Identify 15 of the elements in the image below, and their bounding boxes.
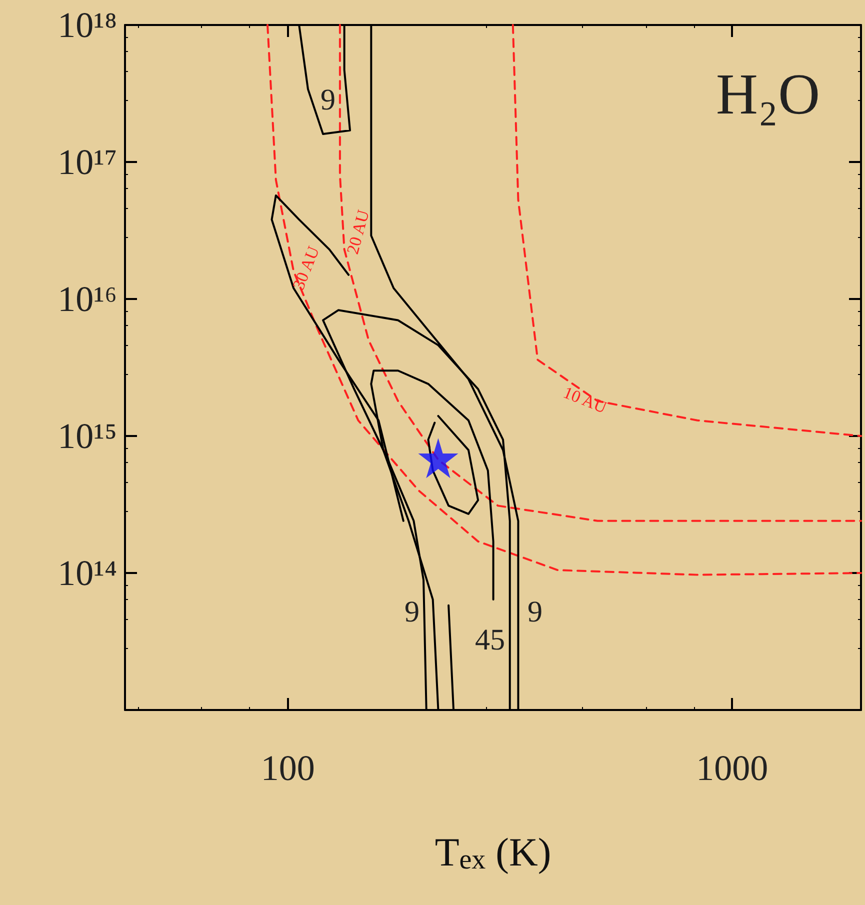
text: 20 AU [343,208,373,256]
text: H₂O [716,62,820,126]
y-tick-label: 10¹⁴ [58,553,117,593]
annotation: 45 [475,624,505,656]
y-tick-label: 10¹⁶ [58,279,117,319]
annotation: 9 [404,596,420,628]
x-axis-title: Tex (K) [434,830,552,876]
x-tick-label: 100 [260,748,315,788]
y-tick-label: 10¹⁷ [58,142,117,182]
line-series [427,414,480,515]
y-tick-label: 10¹⁵ [58,416,117,456]
y-tick-label: 10¹⁸ [58,5,117,45]
annotation: 9 [528,596,542,628]
x-tick-label: 1000 [696,748,768,788]
annotation: 9 [320,84,336,116]
